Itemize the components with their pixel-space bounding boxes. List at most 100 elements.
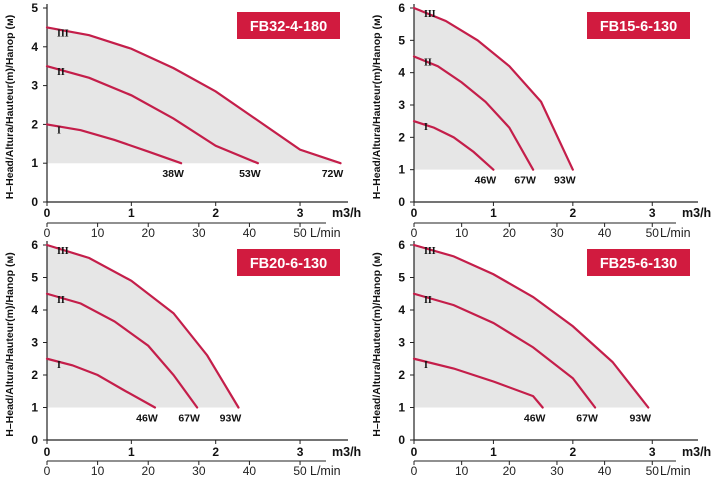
y-tick-label: 5 <box>398 271 405 285</box>
x-axis-title-lmin: L/min <box>660 464 691 478</box>
y-tick-label: 0 <box>31 433 38 447</box>
speed-label-III: III <box>57 246 69 257</box>
chart-panel-1: 0 1 2 3 4 5 H–Head/Altura/Hauteur(m)/Hanop (м)… <box>4 1 361 240</box>
power-label: 67W <box>178 413 200 425</box>
model-badge <box>237 249 340 276</box>
power-label: 93W <box>629 413 651 425</box>
x-tick-label-m3h: 2 <box>212 206 219 220</box>
model-label: FB20-6-130 <box>250 256 327 272</box>
operating-area <box>47 27 341 164</box>
power-label: 93W <box>554 175 576 187</box>
speed-label-II: II <box>424 58 432 69</box>
speed-label-II: II <box>57 67 65 78</box>
curve-III <box>45 243 240 409</box>
curve-I <box>412 357 544 409</box>
x-tick-label-m3h: 0 <box>411 445 418 459</box>
chart-panel-3: 0 1 2 3 4 5 6 H–Head/Altura/Hauteur(m)/Hanop (м… <box>4 238 361 478</box>
x-tick-label-lmin: 30 <box>192 464 206 478</box>
curve-I <box>45 357 157 409</box>
x-tick-label-lmin: 30 <box>550 464 564 478</box>
x-tick-label-lmin: 20 <box>142 226 156 240</box>
x-tick-label-m3h: 2 <box>569 445 576 459</box>
speed-label-III: III <box>57 28 69 39</box>
x-axis-title-lmin: L/min <box>310 464 341 478</box>
y-tick-label: 3 <box>31 79 38 93</box>
model-label: FB25-6-130 <box>600 256 677 272</box>
x-axis-title-lmin: L/min <box>660 226 691 240</box>
x-axis-title-m3h: m3/h <box>332 206 361 220</box>
y-tick-label: 6 <box>398 1 405 15</box>
model-badge <box>237 12 340 39</box>
x-tick-label-lmin: 50 <box>646 226 660 240</box>
x-tick-label-lmin: 30 <box>192 226 206 240</box>
y-tick-label: 1 <box>31 401 38 415</box>
y-tick-label: 0 <box>398 433 405 447</box>
operating-area <box>414 245 649 408</box>
y-axis-title: H–Head/Altura/Hauteur(m)/Hanop (м) <box>371 252 383 437</box>
y-tick-label: 2 <box>398 368 405 382</box>
y-tick-label: 4 <box>398 66 405 80</box>
speed-label-III: III <box>424 9 436 20</box>
x-tick-label-m3h: 3 <box>649 206 656 220</box>
x-axis-title-m3h: m3/h <box>682 445 711 459</box>
x-tick-label-lmin: 0 <box>411 464 418 478</box>
y-tick-label: 2 <box>398 130 405 144</box>
x-tick-label-m3h: 3 <box>297 445 304 459</box>
power-label: 46W <box>475 175 497 187</box>
power-label: 46W <box>136 413 158 425</box>
x-tick-label-lmin: 30 <box>550 226 564 240</box>
x-tick-label-lmin: 10 <box>91 226 105 240</box>
y-tick-label: 1 <box>398 163 405 177</box>
x-axis-title-lmin: L/min <box>310 226 341 240</box>
y-axis-title: H–Head/Altura/Hauteur(m)/Hanop (м) <box>4 252 16 437</box>
y-tick-label: 5 <box>31 271 38 285</box>
curve-III <box>45 26 342 165</box>
speed-label-I: I <box>424 122 428 133</box>
y-tick-label: 5 <box>31 1 38 15</box>
curve-I <box>45 123 183 165</box>
x-tick-label-m3h: 1 <box>128 445 135 459</box>
x-axis-title-m3h: m3/h <box>332 445 361 459</box>
model-badge <box>587 249 690 276</box>
x-tick-label-lmin: 10 <box>455 464 469 478</box>
x-tick-label-m3h: 1 <box>128 206 135 220</box>
x-tick-label-m3h: 2 <box>569 206 576 220</box>
x-tick-label-lmin: 0 <box>44 464 51 478</box>
y-tick-label: 2 <box>31 117 38 131</box>
y-tick-label: 6 <box>31 238 38 252</box>
y-tick-label: 1 <box>398 401 405 415</box>
speed-label-I: I <box>424 360 428 371</box>
y-tick-label: 6 <box>398 238 405 252</box>
power-label: 46W <box>524 413 546 425</box>
y-tick-label: 4 <box>398 303 405 317</box>
x-tick-label-lmin: 50 <box>646 464 660 478</box>
y-tick-label: 4 <box>31 40 38 54</box>
y-tick-label: 4 <box>31 303 38 317</box>
speed-label-I: I <box>57 125 61 136</box>
power-label: 67W <box>576 413 598 425</box>
y-axis-title: H–Head/Altura/Hauteur(m)/Hanop (м) <box>4 15 16 200</box>
chart-panel-2: 0 1 2 3 4 5 6 H–Head/Altura/Hauteur(m)/Hanop (м… <box>371 1 711 240</box>
y-tick-label: 5 <box>398 33 405 47</box>
y-axis-title: H–Head/Altura/Hauteur(m)/Hanop (м) <box>371 15 383 200</box>
power-label: 67W <box>514 175 536 187</box>
x-tick-label-lmin: 10 <box>91 464 105 478</box>
x-tick-label-lmin: 20 <box>503 464 517 478</box>
curve-II <box>412 55 535 171</box>
y-tick-label: 0 <box>398 195 405 209</box>
x-tick-label-m3h: 1 <box>490 445 497 459</box>
curve-II <box>412 292 597 409</box>
operating-area <box>414 8 573 170</box>
y-tick-label: 1 <box>31 156 38 170</box>
curve-III <box>412 243 650 409</box>
x-axis-title-m3h: m3/h <box>682 206 711 220</box>
y-tick-label: 3 <box>31 336 38 350</box>
x-tick-label-lmin: 50 <box>293 226 307 240</box>
curve-II <box>45 292 199 409</box>
x-tick-label-m3h: 0 <box>411 206 418 220</box>
x-tick-label-m3h: 2 <box>212 445 219 459</box>
speed-label-I: I <box>57 360 61 371</box>
speed-label-II: II <box>424 295 432 306</box>
speed-label-II: II <box>57 295 65 306</box>
